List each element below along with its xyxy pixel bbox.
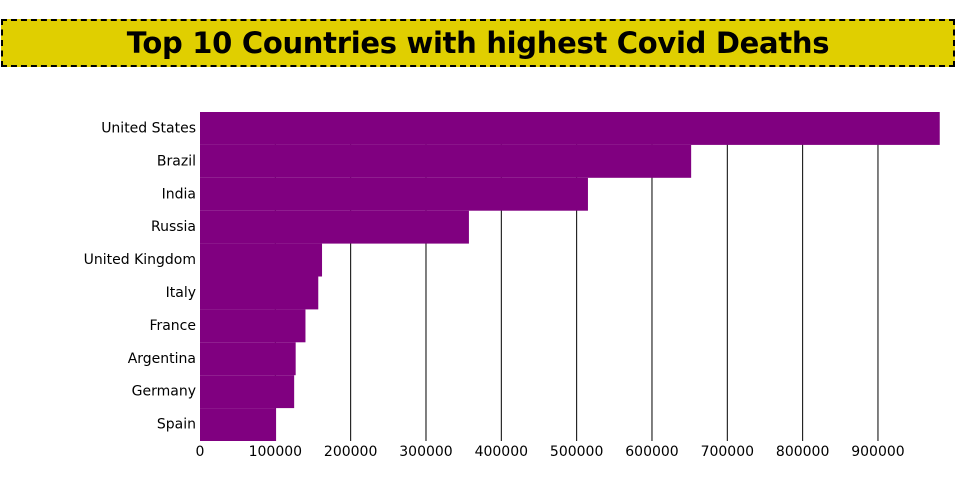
- bar-russia: [200, 210, 469, 244]
- bar-germany: [200, 375, 295, 409]
- category-label: Brazil: [157, 153, 196, 169]
- bar-united-states: [200, 112, 940, 145]
- bar-italy: [200, 276, 319, 310]
- category-label: Germany: [132, 384, 196, 400]
- chart-title: Top 10 Countries with highest Covid Deat…: [126, 26, 830, 60]
- category-label: France: [149, 318, 196, 334]
- category-label: Italy: [166, 285, 196, 301]
- x-tick-label: 0: [196, 444, 205, 460]
- bar-france: [200, 309, 306, 343]
- bar-argentina: [200, 342, 296, 376]
- category-label: Spain: [157, 417, 196, 433]
- x-tick-label: 700000: [701, 444, 754, 460]
- x-tick-label: 500000: [550, 444, 603, 460]
- x-tick-label: 400000: [475, 444, 528, 460]
- x-tick-label: 200000: [324, 444, 377, 460]
- x-tick-label: 100000: [249, 444, 302, 460]
- bar-spain: [200, 408, 277, 441]
- x-tick-label: 300000: [399, 444, 452, 460]
- x-tick-label: 900000: [851, 444, 904, 460]
- title-banner: Top 10 Countries with highest Covid Deat…: [1, 19, 955, 67]
- x-tick-label: 600000: [625, 444, 678, 460]
- category-label: India: [162, 186, 196, 202]
- category-label: Russia: [151, 219, 196, 235]
- category-label: United States: [101, 120, 196, 136]
- category-label: Argentina: [128, 351, 196, 367]
- bar-brazil: [200, 144, 692, 178]
- category-label: United Kingdom: [84, 252, 196, 268]
- x-tick-label: 800000: [776, 444, 829, 460]
- bar-united-kingdom: [200, 243, 323, 277]
- bar-india: [200, 177, 588, 211]
